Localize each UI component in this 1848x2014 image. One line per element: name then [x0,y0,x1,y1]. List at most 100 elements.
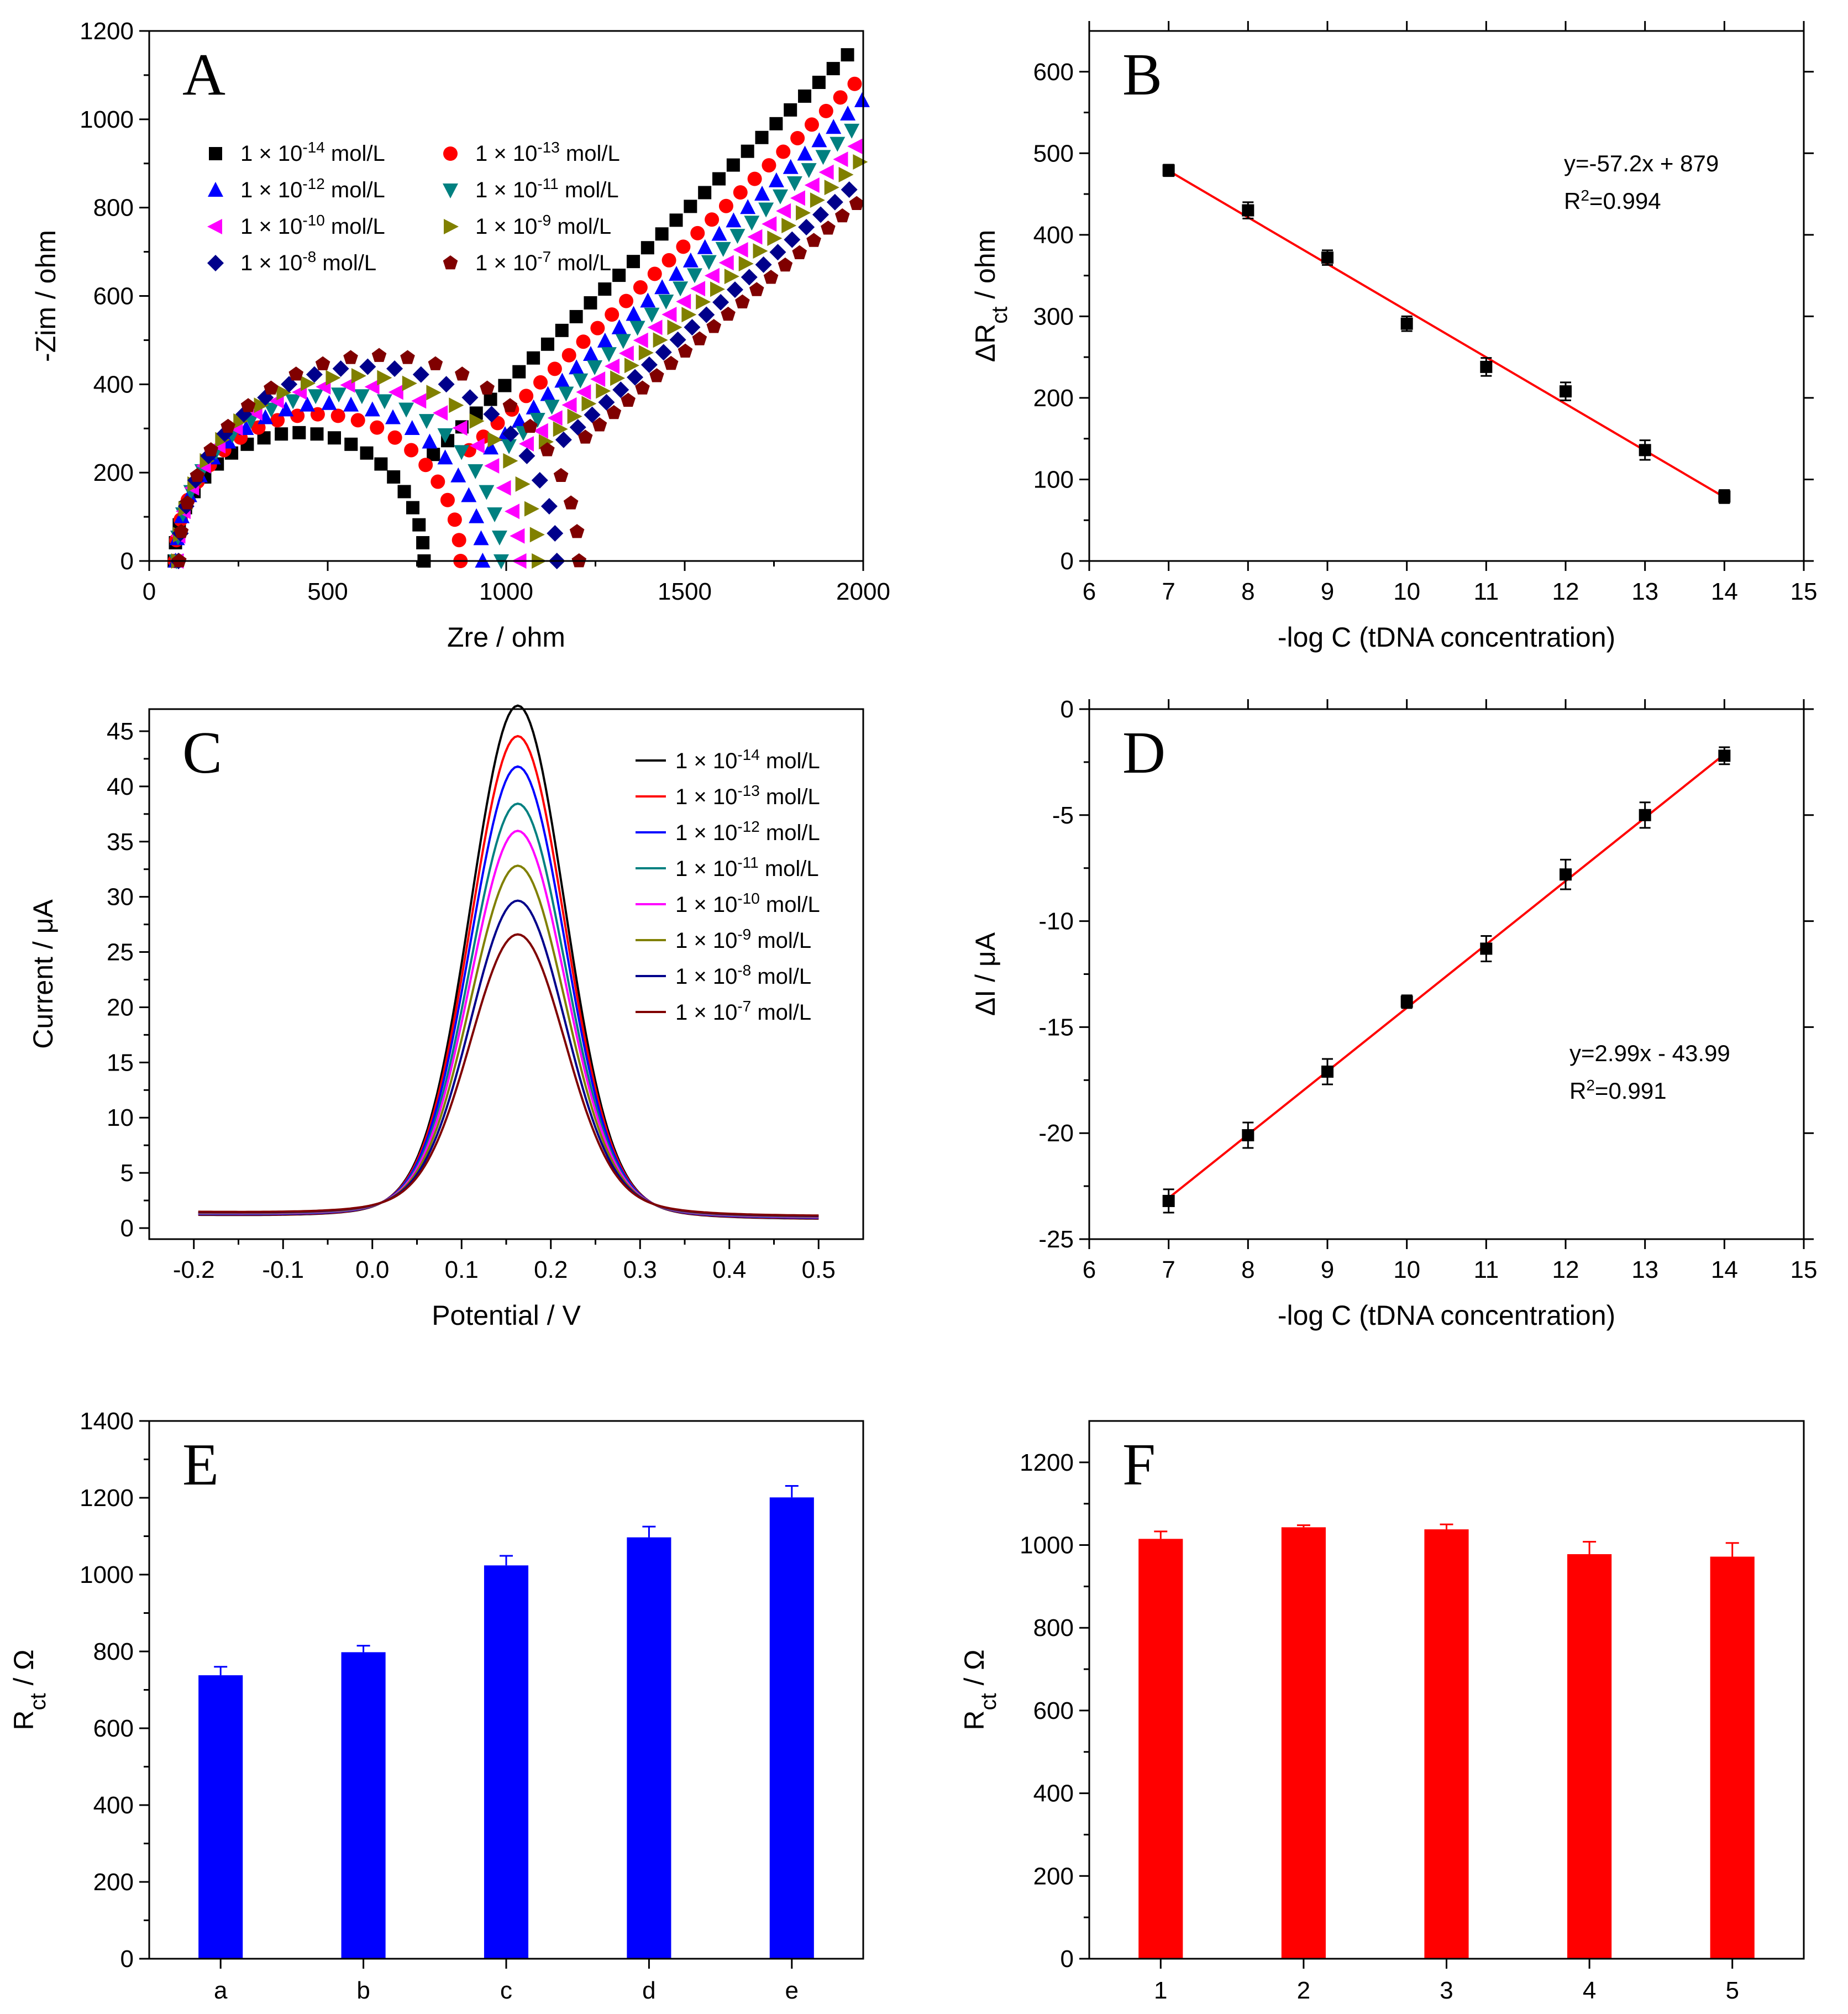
plot-frame-d [1088,708,1805,1240]
data-point [784,231,801,248]
data-point [1480,942,1493,955]
data-point [364,379,380,395]
data-point [612,269,626,282]
data-point [697,239,713,254]
data-point [624,358,639,374]
data-point [633,332,648,348]
data-point [416,536,430,549]
data-point [529,527,545,543]
data-point [641,241,654,255]
data-point [264,380,279,395]
legend-marker [207,219,222,234]
data-point [343,350,358,364]
data-point [626,255,640,269]
data-point [221,418,235,433]
data-point [626,306,642,321]
data-point [503,453,518,469]
y-tick-label-b: 300 [1033,303,1074,330]
data-point [721,306,736,321]
bar [341,1652,386,1959]
data-point [400,350,415,364]
data-point [747,171,762,186]
data-point [540,497,558,515]
data-point [598,282,612,296]
data-point [567,408,582,424]
data-point [1242,1129,1254,1142]
data-point [450,467,466,482]
data-point [619,293,634,308]
data-point [704,268,720,284]
data-point [772,189,788,204]
data-point [833,151,848,167]
data-point [519,389,534,403]
data-point [1162,164,1175,177]
fit-line [1168,170,1725,499]
data-point [790,130,805,145]
x-tick-label-d: 11 [1473,1256,1499,1283]
y-tick-label-c: 35 [107,828,134,856]
data-point [547,410,563,426]
data-point [431,474,445,489]
data-point [376,394,392,410]
y-axis-label-a: -Zim / ohm [30,230,61,362]
data-point [781,218,797,234]
data-point [461,389,479,406]
y-tick-label-b: 0 [1060,548,1074,575]
data-point [468,464,484,479]
data-point [611,319,627,334]
data-point [315,356,330,370]
y-tick-label-c: 0 [120,1215,134,1242]
data-point [388,384,403,400]
y-tick-label-f: 1200 [1020,1449,1074,1476]
data-point [437,428,453,443]
data-point [354,389,370,405]
data-point [263,402,279,418]
data-point [240,398,256,412]
legend-label: 1 × 10-10 mol/L [675,890,820,917]
legend-marker [208,182,223,197]
data-point [710,281,726,297]
fit-equation: y=2.99x - 43.99 [1569,1040,1730,1066]
data-point [740,199,756,214]
data-point [526,399,542,415]
legend-label: 1 × 10-10 mol/L [240,212,385,239]
data-point [840,106,856,121]
x-tick-label-c: -0.1 [262,1256,304,1283]
data-point [469,413,485,429]
data-point [790,190,805,206]
legend-label: 1 × 10-12 mol/L [240,175,385,203]
x-tick-label-d: 6 [1083,1256,1096,1283]
data-point [683,252,699,268]
data-point [531,471,548,489]
data-point [633,280,648,295]
data-point [569,419,586,436]
data-point [768,172,784,187]
data-point [402,375,417,391]
x-tick-label-b: 10 [1393,578,1420,605]
data-point [344,437,358,451]
data-point [649,368,664,382]
y-tick-label-c: 40 [107,773,134,800]
x-axis-label-b: -log C (tDNA concentration) [1278,622,1615,653]
data-point [501,439,517,454]
legend-label: 1 × 10-8 mol/L [240,248,376,276]
x-axis-label-c: Potential / V [432,1300,581,1331]
data-point [610,370,626,386]
data-point [778,257,793,272]
data-point [350,413,365,428]
data-point [715,242,731,257]
data-point [377,370,392,386]
fit-r-squared: R2=0.994 [1564,187,1661,214]
data-point [776,203,791,219]
panel-letter-A: A [182,42,225,108]
y-tick-label-b: 400 [1033,222,1074,249]
legend-label: 1 × 10-14 mol/L [675,746,820,774]
data-point [724,269,739,285]
data-point [684,319,701,336]
data-point [663,355,679,370]
data-point [841,48,854,62]
data-point [544,400,560,415]
data-point [690,225,705,240]
data-point [655,344,672,361]
